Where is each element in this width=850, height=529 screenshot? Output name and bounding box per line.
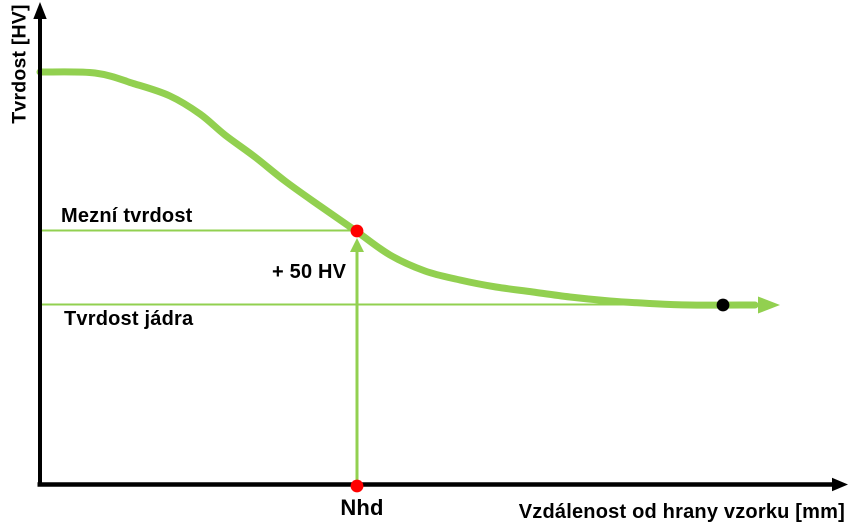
limit-hardness-label: Mezní tvrdost: [61, 205, 193, 227]
y-axis-arrow-head-icon: [33, 2, 47, 19]
core-hardness-point-marker: [716, 298, 730, 312]
x-axis-label: Vzdálenost od hrany vzorku [mm]: [518, 501, 845, 523]
curve-arrow-head-icon: [758, 296, 780, 314]
limit-intersection-point-marker: [350, 224, 364, 238]
data-point-markers: [350, 224, 730, 493]
x-axis-arrow-head-icon: [832, 477, 848, 492]
hardness-curve: [36, 68, 759, 309]
nhd-axis-point-marker: [350, 479, 364, 493]
delta-50hv-label: + 50 HV: [272, 261, 347, 283]
y-axis-label: Tvrdost [HV]: [8, 4, 31, 124]
nhd-depth-label: Nhd: [340, 495, 384, 520]
delta-arrow-head-icon: [350, 238, 364, 252]
core-hardness-label: Tvrdost jádra: [64, 308, 194, 330]
